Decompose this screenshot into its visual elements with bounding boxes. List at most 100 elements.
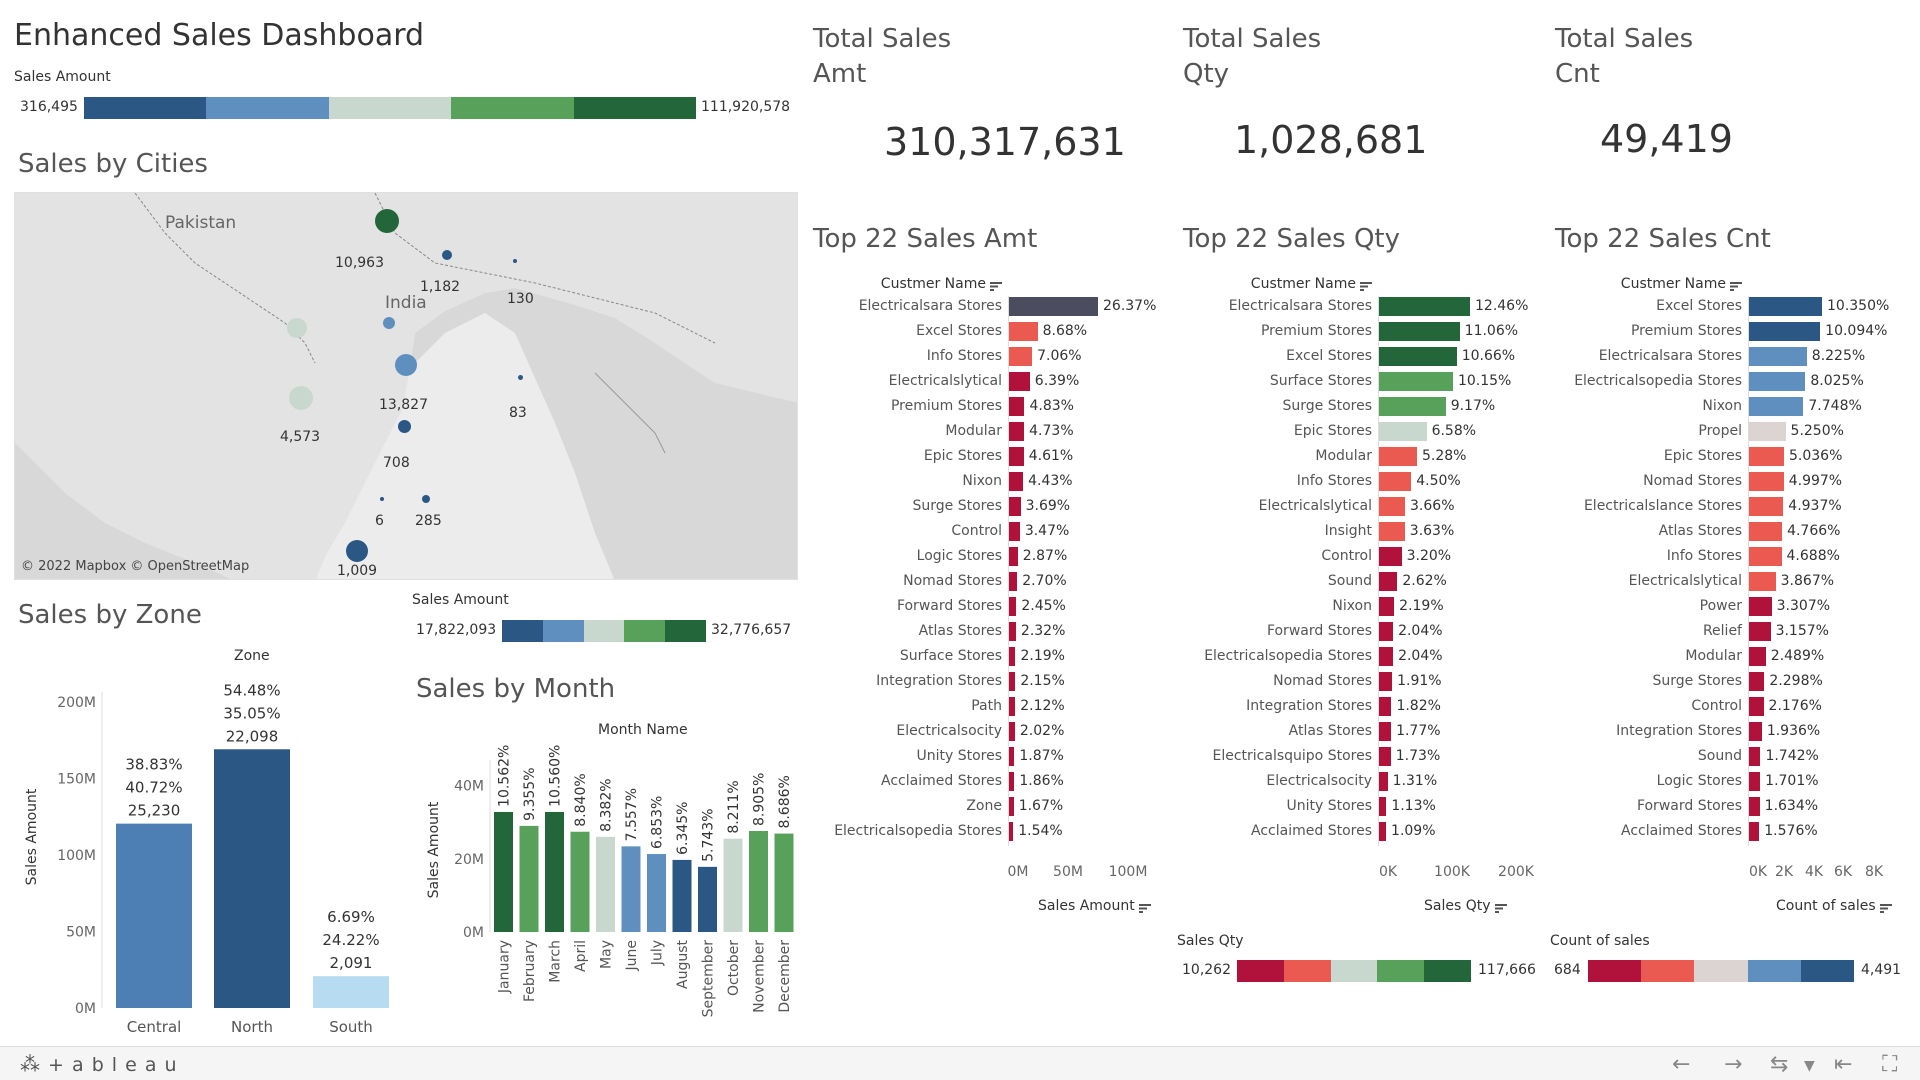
top-row-bar[interactable] <box>1378 396 1446 416</box>
top-row-bar[interactable] <box>1008 471 1024 491</box>
top-row[interactable]: Excel Stores 10.350% <box>1562 296 1889 316</box>
top-row[interactable]: Electricalsara Stores 8.225% <box>1562 346 1865 366</box>
top-row-bar[interactable] <box>1748 321 1821 341</box>
top-row[interactable]: Modular 5.28% <box>1188 446 1466 466</box>
month-bar[interactable] <box>519 825 539 932</box>
top-row[interactable]: Surge Stores 3.69% <box>818 496 1070 516</box>
top-row[interactable]: Electricalsocity 1.31% <box>1188 771 1437 791</box>
month-bar[interactable] <box>570 831 590 932</box>
month-bar[interactable] <box>749 830 768 932</box>
top-row[interactable]: Nixon 4.43% <box>818 471 1073 491</box>
top-row[interactable]: Info Stores 7.06% <box>818 346 1082 366</box>
top-header[interactable]: Custmer Name <box>862 276 1002 292</box>
top-row-bar[interactable] <box>1748 796 1760 816</box>
sort-icon[interactable] <box>1730 279 1742 291</box>
top-row-bar[interactable] <box>1748 496 1784 516</box>
top-row-bar[interactable] <box>1748 596 1772 616</box>
top-row[interactable]: Nixon 2.19% <box>1188 596 1444 616</box>
top-row[interactable]: Unity Stores 1.13% <box>1188 796 1436 816</box>
top-row-bar[interactable] <box>1378 721 1392 741</box>
top-row-bar[interactable] <box>1008 546 1018 566</box>
top-row[interactable]: Nomad Stores 4.997% <box>1562 471 1842 491</box>
top-row-bar[interactable] <box>1748 696 1764 716</box>
top-row-bar[interactable] <box>1748 346 1807 366</box>
top-row[interactable]: Sound 2.62% <box>1188 571 1447 591</box>
top-row[interactable]: Integration Stores 1.82% <box>1188 696 1441 716</box>
top-row[interactable]: Atlas Stores 2.32% <box>818 621 1065 641</box>
top-row[interactable]: Control 3.47% <box>818 521 1069 541</box>
top-row-bar[interactable] <box>1378 346 1457 366</box>
top-row-bar[interactable] <box>1378 621 1394 641</box>
top-row-bar[interactable] <box>1378 471 1412 491</box>
top-header[interactable]: Custmer Name <box>1602 276 1742 292</box>
top-measure-label[interactable]: Count of sales <box>1776 898 1892 914</box>
city-marker[interactable] <box>422 495 430 503</box>
top-row[interactable]: Propel 5.250% <box>1562 421 1844 441</box>
month-bar[interactable] <box>621 846 641 932</box>
top-row[interactable]: Electricalsopedia Stores 2.04% <box>1188 646 1443 666</box>
month-bar[interactable] <box>774 833 794 932</box>
top-row[interactable]: Premium Stores 4.83% <box>818 396 1074 416</box>
top-row[interactable]: Electricalsara Stores 26.37% <box>818 296 1156 316</box>
top-row[interactable]: Surface Stores 10.15% <box>1188 371 1511 391</box>
city-marker[interactable] <box>289 386 313 410</box>
undo-icon[interactable]: ← <box>1672 1052 1691 1077</box>
top-row[interactable]: Surge Stores 9.17% <box>1188 396 1495 416</box>
top-row[interactable]: Surface Stores 2.19% <box>818 646 1065 666</box>
month-bar[interactable] <box>494 811 513 932</box>
top-row-bar[interactable] <box>1748 546 1782 566</box>
top-row-bar[interactable] <box>1378 671 1393 691</box>
sort-icon[interactable] <box>1138 901 1151 913</box>
top-measure-label[interactable]: Sales Amount <box>1038 898 1151 914</box>
top-row[interactable]: Info Stores 4.50% <box>1188 471 1461 491</box>
top-row[interactable]: Electricalsopedia Stores 1.54% <box>818 821 1063 841</box>
month-bar[interactable] <box>596 836 615 932</box>
top-row[interactable]: Nomad Stores 1.91% <box>1188 671 1442 691</box>
top-row-bar[interactable] <box>1748 621 1771 641</box>
top-row[interactable]: Epic Stores 5.036% <box>1562 446 1842 466</box>
top-row-bar[interactable] <box>1748 721 1762 741</box>
top-row[interactable]: Electricalslytical 3.66% <box>1188 496 1455 516</box>
top-row-bar[interactable] <box>1378 321 1460 341</box>
top-row[interactable]: Relief 3.157% <box>1562 621 1829 641</box>
month-bar[interactable] <box>723 838 743 932</box>
top-row[interactable]: Epic Stores 4.61% <box>818 446 1073 466</box>
top-row-bar[interactable] <box>1378 546 1402 566</box>
sales-amount-color-legend[interactable] <box>84 97 697 119</box>
top-row-bar[interactable] <box>1748 371 1806 391</box>
top-row[interactable]: Zone 1.67% <box>818 796 1063 816</box>
top-row-bar[interactable] <box>1378 521 1405 541</box>
top-row[interactable]: Unity Stores 1.87% <box>818 746 1064 766</box>
top-row-bar[interactable] <box>1748 821 1760 841</box>
top-row-bar[interactable] <box>1378 296 1470 316</box>
top-row-bar[interactable] <box>1008 671 1016 691</box>
top-row-bar[interactable] <box>1008 346 1033 366</box>
top-row-bar[interactable] <box>1748 571 1776 591</box>
top-row-bar[interactable] <box>1378 596 1395 616</box>
top-row[interactable]: Forward Stores 1.634% <box>1562 796 1818 816</box>
month-chart[interactable]: 40M 20M 0M Sales Amount 10.562% January 9.355%… <box>410 740 810 1042</box>
city-marker[interactable] <box>517 374 523 380</box>
zone-bar[interactable] <box>214 749 290 1008</box>
top-row-bar[interactable] <box>1378 421 1427 441</box>
top-row-bar[interactable] <box>1378 446 1417 466</box>
top-row-bar[interactable] <box>1008 796 1014 816</box>
top-row-bar[interactable] <box>1378 746 1391 766</box>
city-marker[interactable] <box>397 419 411 433</box>
top-row-bar[interactable] <box>1748 746 1761 766</box>
top-row[interactable]: Electricalsopedia Stores 8.025% <box>1562 371 1864 391</box>
top-row-bar[interactable] <box>1748 646 1766 666</box>
top-row[interactable]: Modular 4.73% <box>818 421 1074 441</box>
top-row-bar[interactable] <box>1378 796 1387 816</box>
top-row-bar[interactable] <box>1008 696 1016 716</box>
top-row[interactable]: Excel Stores 8.68% <box>818 321 1087 341</box>
top-row[interactable]: Forward Stores 2.45% <box>818 596 1066 616</box>
top-row-bar[interactable] <box>1008 621 1016 641</box>
sort-icon[interactable] <box>1494 901 1507 913</box>
top-row[interactable]: Electricalslytical 3.867% <box>1562 571 1834 591</box>
top-row-bar[interactable] <box>1008 396 1025 416</box>
top-row[interactable]: Electricalsocity 2.02% <box>818 721 1064 741</box>
top-row[interactable]: Acclaimed Stores 1.09% <box>1188 821 1436 841</box>
top-row-bar[interactable] <box>1008 296 1098 316</box>
top-row[interactable]: Logic Stores 1.701% <box>1562 771 1819 791</box>
